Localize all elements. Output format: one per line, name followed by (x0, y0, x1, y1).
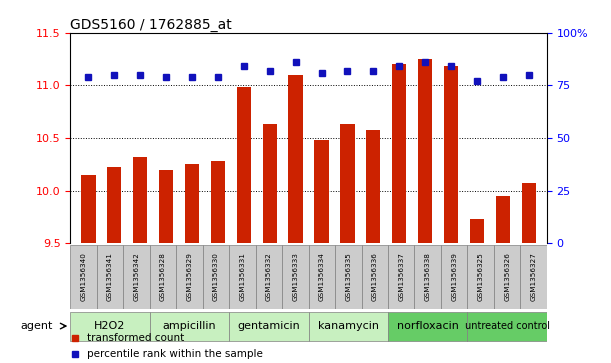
Bar (211, 161, 225, 243)
Text: GSM1356337: GSM1356337 (398, 252, 404, 301)
Text: GSM1356329: GSM1356329 (186, 252, 192, 301)
Text: GSM1356330: GSM1356330 (213, 252, 219, 301)
Text: ampicillin: ampicillin (163, 321, 216, 331)
Bar (81, 175, 95, 243)
Bar (309, 312, 388, 341)
Bar (133, 157, 147, 243)
Bar (340, 124, 354, 243)
Bar (392, 64, 406, 243)
Bar (229, 245, 255, 309)
Bar (388, 245, 414, 309)
Bar (97, 245, 123, 309)
Text: gentamicin: gentamicin (238, 321, 300, 331)
Bar (70, 245, 97, 309)
Text: transformed count: transformed count (87, 333, 184, 343)
Bar (309, 245, 335, 309)
Text: agent: agent (21, 321, 53, 331)
Bar (229, 312, 309, 341)
Text: GSM1356326: GSM1356326 (504, 252, 510, 301)
Bar (414, 245, 441, 309)
Text: norfloxacin: norfloxacin (397, 321, 459, 331)
Bar (388, 312, 467, 341)
Text: GSM1356332: GSM1356332 (266, 252, 272, 301)
Bar (470, 219, 484, 243)
Bar (362, 245, 388, 309)
Bar (444, 66, 458, 243)
Text: GSM1356340: GSM1356340 (81, 252, 87, 301)
Bar (70, 312, 150, 341)
Text: GSM1356334: GSM1356334 (319, 252, 325, 301)
Bar (366, 130, 381, 243)
Bar (315, 140, 329, 243)
Bar (150, 312, 229, 341)
Bar (467, 245, 494, 309)
Text: GSM1356328: GSM1356328 (160, 252, 166, 301)
Bar (521, 245, 547, 309)
Text: GSM1356327: GSM1356327 (530, 252, 536, 301)
Bar (335, 245, 362, 309)
Text: GSM1356342: GSM1356342 (133, 252, 139, 301)
Text: GSM1356341: GSM1356341 (107, 252, 113, 301)
Bar (282, 245, 309, 309)
Text: GSM1356336: GSM1356336 (371, 252, 378, 301)
Bar (107, 167, 122, 243)
Bar (185, 164, 199, 243)
Bar (288, 75, 302, 243)
Bar (159, 170, 174, 243)
Bar (496, 196, 510, 243)
Bar (441, 245, 467, 309)
Bar (176, 245, 203, 309)
Text: GSM1356333: GSM1356333 (292, 252, 298, 301)
Text: GSM1356335: GSM1356335 (345, 252, 351, 301)
Bar (467, 312, 547, 341)
Text: GSM1356338: GSM1356338 (425, 252, 431, 301)
Text: untreated control: untreated control (464, 321, 550, 331)
Bar (494, 245, 521, 309)
Text: GSM1356331: GSM1356331 (240, 252, 246, 301)
Bar (203, 245, 229, 309)
Bar (418, 59, 432, 243)
Text: GDS5160 / 1762885_at: GDS5160 / 1762885_at (70, 18, 232, 32)
Text: kanamycin: kanamycin (318, 321, 379, 331)
Text: H2O2: H2O2 (94, 321, 126, 331)
Bar (255, 245, 282, 309)
Bar (522, 183, 536, 243)
Bar (123, 245, 150, 309)
Text: GSM1356325: GSM1356325 (478, 252, 484, 301)
Bar (236, 87, 251, 243)
Bar (150, 245, 176, 309)
Text: GSM1356339: GSM1356339 (451, 252, 457, 301)
Text: percentile rank within the sample: percentile rank within the sample (87, 349, 263, 359)
Bar (263, 124, 277, 243)
